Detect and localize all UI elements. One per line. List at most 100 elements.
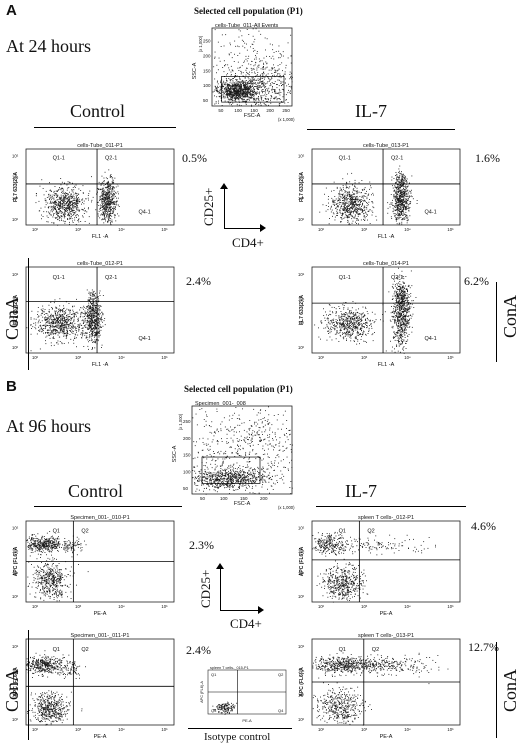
plot-title: cells-Tube_013-P1 [363,143,409,149]
y-axis-unit: (x 1,000) [198,35,203,52]
isotype-rule [188,728,292,729]
plot-frame [311,148,461,226]
quadrant-label-q4: Q4-1 [138,336,150,342]
il7-rule-b [316,506,466,507]
events [212,701,238,715]
y-tick: 200 [203,54,211,59]
x-tick: 10⁴ [404,355,411,360]
flow-plot-b-cona: Specimen_001-_011-P1 Q1 Q2 Q4 10² 10³ 10⁴ 10⁵ 10… [10,630,180,740]
plot-title: Specimen_001-_010-P1 [70,515,129,521]
y-tick: 10⁴ [298,668,305,673]
arrowhead-right-a [260,224,266,232]
gate-scatter-b: Specimen_001-_008 50 100 150 200 50 100 150 200 2… [172,401,295,510]
x-tick: 10⁴ [118,355,125,360]
y-tick: 10⁴ [12,548,19,553]
time-label-24h: At 24 hours [6,36,91,56]
quadrant-label-q4: Q4 [56,714,63,720]
x-axis-label: PE-A [380,611,393,617]
control-rule-b [34,506,182,507]
y-tick: 10⁵ [298,526,305,531]
y-tick: 50 [203,98,209,103]
y-tick: 10² [12,217,19,222]
y-axis-label: APC (FL6)-A [299,667,305,697]
x-tick: 50 [200,496,206,501]
il7-rule-a [307,129,455,130]
events [312,652,449,726]
y-tick: 10² [298,345,305,350]
x-tick: 10² [318,355,325,360]
quadrant-label-q1: Q1 [339,528,346,534]
y-axis-label: FL7 633(2)-A [299,172,305,202]
y-axis-label: APC (FL6)-A [13,546,19,576]
cona-label-right-a: ConA [500,294,520,338]
y-tick: 10³ [12,321,19,326]
quadrant-label-q4: Q4-1 [138,210,150,216]
cona-bar-right-a [496,282,497,362]
events [26,531,89,602]
pct-b-il7: 4.6% [471,519,496,533]
x-tick: 10⁴ [404,227,411,232]
x-axis-label: PE-A [380,734,393,740]
isotype-ylabel: APC (FL6)-A [200,681,204,703]
panel-letter-b: B [6,378,17,395]
quadrant-label-q1: Q1 [53,647,60,653]
y-tick: 10⁴ [12,668,19,673]
axis-label-cd4-a: CD4+ [232,235,264,250]
x-tick: 10³ [361,227,368,232]
isotype-q3: Q3 [211,708,217,713]
y-tick: 10³ [12,571,19,576]
x-tick: 100 [234,108,242,113]
control-label-b: Control [68,481,124,501]
quadrant-label-q2: Q2-1 [391,275,403,281]
plot-title: cells-Tube_014-P1 [363,261,409,267]
quadrant-label-q2: Q2 [372,647,379,653]
quadrant-label-q1: Q1 [339,647,346,653]
x-tick: 200 [260,496,268,501]
y-axis-label: FL7 633(2)-A [299,295,305,325]
isotype-q4: Q4 [278,708,284,713]
cona-label-left-b: ConA [2,668,22,712]
quadrant-label-q2: Q2 [367,528,374,534]
y-axis-label: APC (FL6)-A [13,667,19,697]
cona-bar-right-b [496,642,497,738]
axis-label-cd4-b: CD4+ [230,616,262,631]
x-tick: 10⁴ [404,727,411,732]
quadrant-label-q2: Q2-1 [391,156,403,162]
gate-plot-title: cells-Tube_011-All Events [215,23,279,29]
gate-p1 [221,76,285,103]
x-tick: 10² [318,727,325,732]
flow-plot-a-il7-cona: cells-Tube_014-P1 Q1-1 Q2-1 Q4-1 10² 10³ 10⁴ 10… [296,258,466,368]
events [314,267,417,354]
quadrant-label-q4: Q4 [342,592,349,598]
plot-frame [25,148,175,226]
x-axis-label: FL1 -A [92,362,109,368]
gate-p1 [201,456,261,484]
x-tick: 10³ [75,604,82,609]
x-tick: 10³ [361,727,368,732]
events [192,406,293,495]
flow-plot-b-il7: spleen T cells-_012-P1 Q1 Q2 Q4 10² 10³ 10⁴ 10⁵… [296,512,466,617]
x-tick: 10³ [361,355,368,360]
x-tick: 250 [282,108,290,113]
events [35,169,120,226]
x-tick: 10⁴ [118,604,125,609]
pct-a-control: 0.5% [182,151,207,165]
y-tick: 10² [298,594,305,599]
quadrant-label-q2: Q2 [81,528,88,534]
plot-title: Specimen_001-_011-P1 [71,633,130,639]
plot-title: cells-Tube_012-P1 [77,261,123,267]
panel-letter-a: A [6,2,17,19]
y-tick: 10⁵ [298,644,305,649]
y-tick: 200 [183,436,191,441]
isotype-q2: Q2 [278,672,284,677]
cona-bar-left-b [28,630,29,740]
gate-plot-a: cells-Tube_011-All Events 50 100 150 200 250 5… [190,20,300,122]
flow-plot-b-control: Specimen_001-_010-P1 Q1 Q2 Q4 10² 10³ 10⁴ 10⁵ 10… [10,512,180,617]
cona-label-left-a: ConA [2,296,22,340]
y-axis-unit: (x 1,000) [178,413,183,430]
quadrant-label-q4: Q4 [342,714,349,720]
x-tick: 10² [318,227,325,232]
x-tick: 10⁵ [447,727,454,732]
x-tick: 10² [32,727,39,732]
x-tick: 10⁴ [118,727,125,732]
